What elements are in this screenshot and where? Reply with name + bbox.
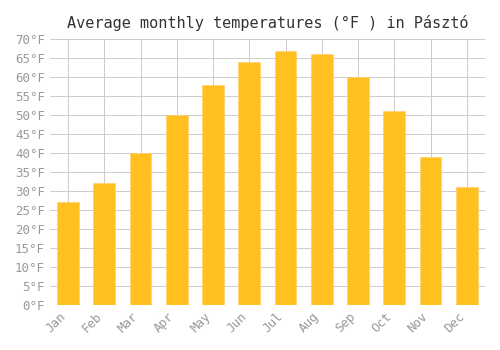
Bar (347, 77, 369, 305)
Bar (274, 50, 296, 305)
Title: Average monthly temperatures (°F ) in Pásztó: Average monthly temperatures (°F ) in Pá… (66, 15, 468, 31)
Bar (57, 202, 79, 305)
Bar (384, 111, 405, 305)
Bar (238, 62, 260, 305)
Bar (202, 85, 224, 305)
Bar (311, 54, 332, 305)
Bar (166, 115, 188, 305)
Bar (130, 153, 152, 305)
Bar (456, 187, 477, 305)
Bar (420, 157, 442, 305)
Bar (94, 183, 115, 305)
